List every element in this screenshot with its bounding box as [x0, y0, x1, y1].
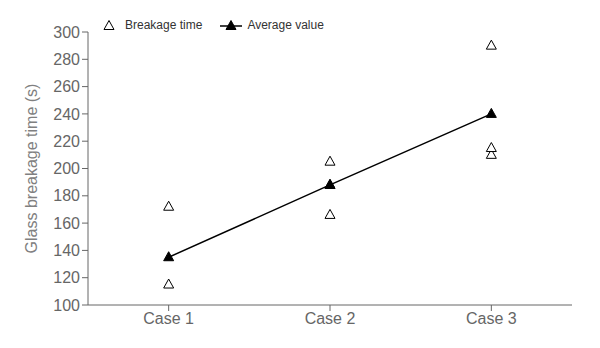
html-text:Average value: Average value — [247, 18, 324, 32]
svg-text:300: 300 — [53, 24, 80, 41]
svg-text:260: 260 — [53, 78, 80, 95]
svg-text:Case 2: Case 2 — [305, 310, 356, 327]
svg-text:100: 100 — [53, 297, 80, 314]
svg-text:Case 3: Case 3 — [466, 310, 517, 327]
svg-text:Glass breakage time (s): Glass breakage time (s) — [23, 84, 40, 254]
svg-text:240: 240 — [53, 106, 80, 123]
svg-text:220: 220 — [53, 133, 80, 150]
svg-text:200: 200 — [53, 160, 80, 177]
svg-text:280: 280 — [53, 51, 80, 68]
svg-text:160: 160 — [53, 215, 80, 232]
svg-text:120: 120 — [53, 269, 80, 286]
svg-text:180: 180 — [53, 187, 80, 204]
svg-text:Case 1: Case 1 — [143, 310, 194, 327]
html-text:Breakage time: Breakage time — [125, 18, 203, 32]
svg-text:140: 140 — [53, 242, 80, 259]
